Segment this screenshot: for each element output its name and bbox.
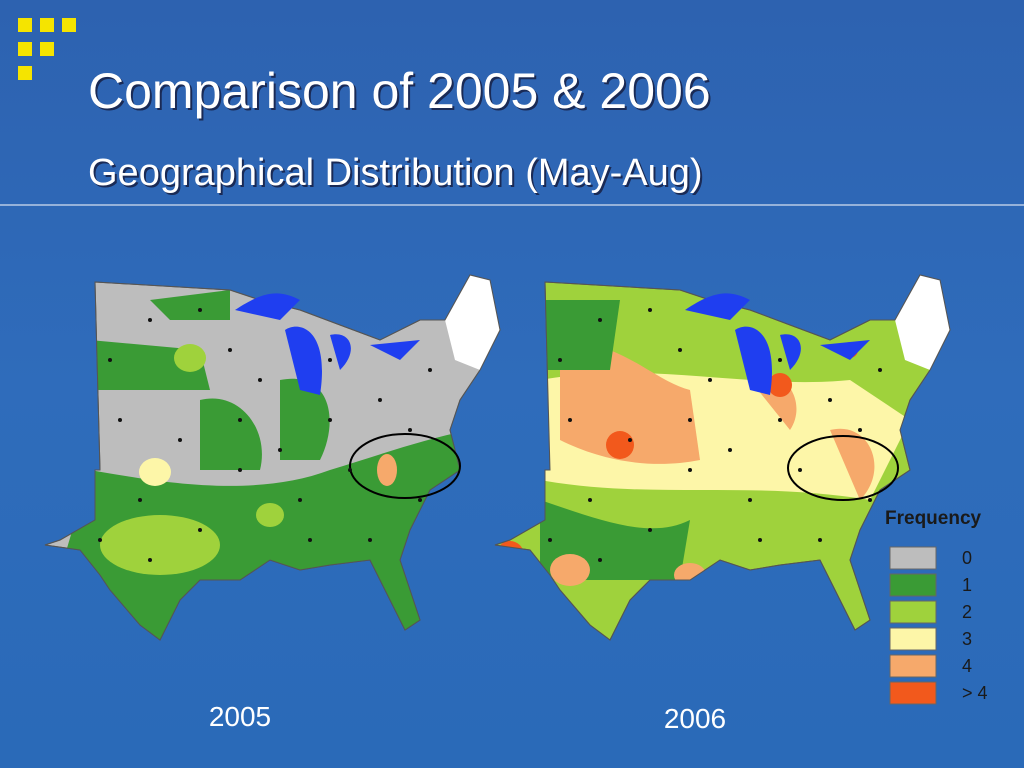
map-2006: 2006 bbox=[494, 274, 951, 734]
station-dot bbox=[758, 538, 762, 542]
legend-swatch bbox=[889, 600, 937, 624]
legend-label: 4 bbox=[962, 656, 972, 676]
station-dot bbox=[628, 438, 632, 442]
legend-swatch bbox=[889, 654, 937, 678]
station-dot bbox=[148, 558, 152, 562]
map-label: 2005 bbox=[209, 701, 271, 732]
legend-swatch bbox=[889, 573, 937, 597]
station-dot bbox=[198, 308, 202, 312]
station-dot bbox=[588, 498, 592, 502]
station-dot bbox=[238, 418, 242, 422]
legend-swatch bbox=[889, 546, 937, 570]
subtitle: Geographical Distribution (May-Aug) bbox=[88, 152, 703, 194]
station-dot bbox=[198, 528, 202, 532]
station-dot bbox=[328, 358, 332, 362]
station-dot bbox=[748, 498, 752, 502]
legend-title: Frequency bbox=[885, 508, 982, 529]
station-dot bbox=[108, 358, 112, 362]
station-dot bbox=[688, 468, 692, 472]
station-dot bbox=[818, 538, 822, 542]
station-dot bbox=[418, 498, 422, 502]
station-dot bbox=[558, 358, 562, 362]
station-dot bbox=[598, 318, 602, 322]
legend: 0 1 2 3 4 > 4 bbox=[889, 546, 988, 705]
legend-label: 3 bbox=[962, 629, 972, 649]
station-dot bbox=[428, 368, 432, 372]
station-dot bbox=[138, 498, 142, 502]
station-dot bbox=[858, 428, 862, 432]
station-dot bbox=[238, 468, 242, 472]
station-dot bbox=[708, 378, 712, 382]
station-dot bbox=[308, 538, 312, 542]
station-dot bbox=[298, 498, 302, 502]
station-dot bbox=[118, 418, 122, 422]
legend-swatch bbox=[889, 681, 937, 705]
station-dot bbox=[278, 448, 282, 452]
station-dot bbox=[98, 538, 102, 542]
station-dot bbox=[258, 378, 262, 382]
station-dot bbox=[648, 528, 652, 532]
station-dot bbox=[648, 308, 652, 312]
bullet-squares bbox=[18, 18, 76, 80]
station-dot bbox=[348, 468, 352, 472]
station-dot bbox=[408, 428, 412, 432]
station-dot bbox=[548, 538, 552, 542]
legend-swatch bbox=[889, 627, 937, 651]
station-dot bbox=[688, 418, 692, 422]
station-dot bbox=[368, 538, 372, 542]
station-dot bbox=[328, 418, 332, 422]
station-dot bbox=[878, 368, 882, 372]
legend-label: 2 bbox=[962, 602, 972, 622]
station-dot bbox=[568, 418, 572, 422]
legend-label: 1 bbox=[962, 575, 972, 595]
station-dot bbox=[778, 358, 782, 362]
station-dot bbox=[228, 348, 232, 352]
station-dot bbox=[678, 348, 682, 352]
station-dot bbox=[728, 448, 732, 452]
station-dot bbox=[828, 398, 832, 402]
station-dot bbox=[778, 418, 782, 422]
station-dot bbox=[598, 558, 602, 562]
title: Comparison of 2005 & 2006 bbox=[88, 63, 711, 119]
map-label: 2006 bbox=[664, 703, 726, 734]
station-dot bbox=[798, 468, 802, 472]
legend-label: > 4 bbox=[962, 683, 988, 703]
station-dot bbox=[178, 438, 182, 442]
station-dot bbox=[868, 498, 872, 502]
station-dot bbox=[148, 318, 152, 322]
station-dot bbox=[378, 398, 382, 402]
legend-label: 0 bbox=[962, 548, 972, 568]
